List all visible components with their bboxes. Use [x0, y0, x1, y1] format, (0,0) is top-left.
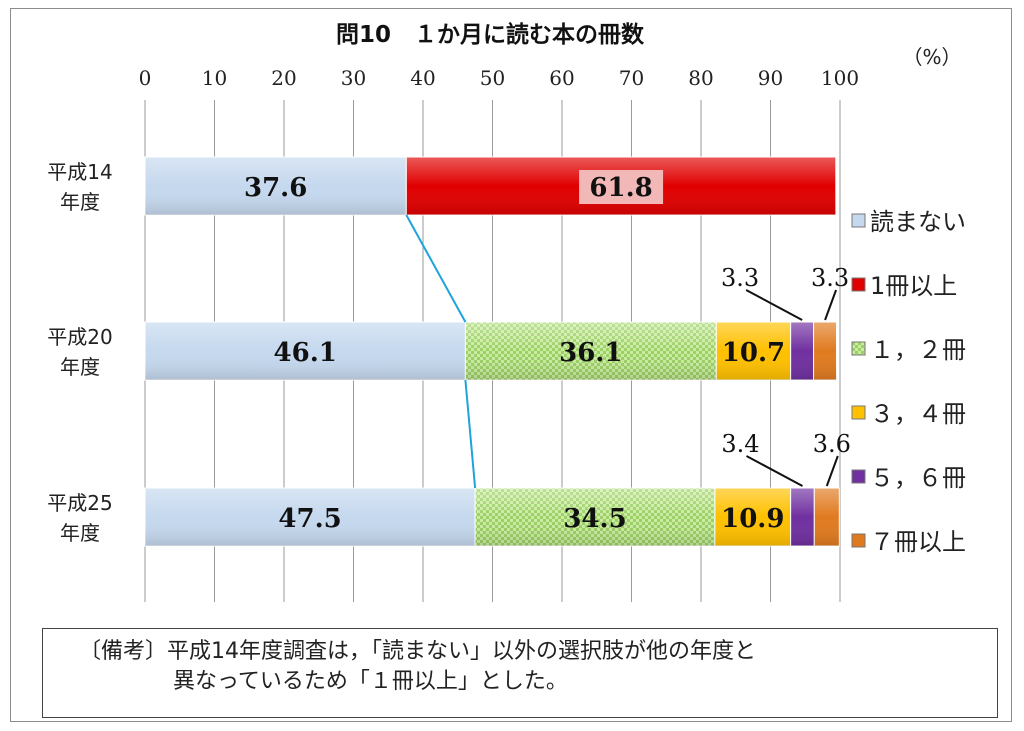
x-tick-label: 100 — [821, 66, 859, 90]
bar-segment-shade — [814, 488, 840, 546]
data-label: 46.1 — [274, 338, 337, 368]
data-label: 47.5 — [278, 504, 341, 534]
bar-segment-shade — [790, 488, 815, 546]
data-label: 3.6 — [813, 430, 851, 458]
bar-segment-shade — [475, 488, 715, 546]
legend-swatch — [851, 405, 866, 420]
data-label: 36.1 — [559, 338, 622, 368]
series-connector-line — [405, 214, 467, 323]
x-tick-label: 90 — [758, 66, 783, 90]
legend-swatch — [851, 533, 866, 548]
category-label: 年度 — [60, 190, 100, 214]
data-label: 10.9 — [721, 504, 784, 534]
x-tick-label: 20 — [271, 66, 296, 90]
data-label: 3.4 — [721, 430, 759, 458]
x-tick-label: 60 — [549, 66, 574, 90]
x-tick-label: 70 — [619, 66, 644, 90]
legend-swatch — [851, 213, 866, 228]
data-label: 61.8 — [589, 173, 652, 203]
chart-title: 問10 １か月に読む本の冊数 — [336, 21, 645, 48]
legend-label: ７冊以上 — [870, 528, 966, 556]
legend-label: １，２冊 — [870, 336, 966, 364]
data-label-box — [579, 170, 664, 204]
data-label: 37.6 — [244, 173, 307, 203]
bar-segment-shade — [714, 488, 791, 546]
callout-line — [825, 455, 839, 487]
data-label: 10.7 — [722, 338, 785, 368]
legend-swatch — [851, 277, 866, 292]
category-label: 年度 — [60, 355, 100, 379]
callout-line — [824, 289, 837, 321]
x-tick-label: 50 — [480, 66, 505, 90]
x-tick-label: 30 — [341, 66, 366, 90]
legend-swatch — [851, 469, 866, 484]
unit-label: （%） — [902, 45, 961, 69]
data-label: 3.3 — [811, 264, 849, 292]
legend-label: 1冊以上 — [870, 272, 957, 300]
x-tick-label: 80 — [688, 66, 713, 90]
category-label: 平成20 — [47, 325, 112, 349]
callout-line — [745, 455, 803, 487]
category-label: 年度 — [60, 521, 100, 545]
x-tick-label: 0 — [139, 66, 152, 90]
remarks-line-1: 〔備考〕平成14年度調査は，「読まない」以外の選択肢が他の年度と — [79, 639, 756, 664]
bar-segment-shade — [716, 322, 791, 380]
data-label: 34.5 — [563, 504, 626, 534]
bar-segment-shade — [145, 488, 476, 546]
callout-line — [745, 289, 803, 321]
bar-segment-shade — [145, 322, 466, 380]
series-connector-line — [464, 379, 477, 489]
x-tick-label: 10 — [202, 66, 227, 90]
bar-segment-shade — [813, 322, 837, 380]
bar-segment-shade — [465, 322, 717, 380]
legend-swatch — [851, 341, 866, 356]
bar-segment-shade — [145, 157, 407, 215]
legend-label: 読まない — [870, 208, 966, 236]
x-tick-label: 40 — [410, 66, 435, 90]
category-label: 平成14 — [47, 160, 112, 184]
remarks-note: 〔備考〕平成14年度調査は，「読まない」以外の選択肢が他の年度と 異なっているた… — [42, 628, 998, 718]
remarks-line-2: 異なっているため「１冊以上」とした。 — [173, 669, 568, 694]
legend-label: ３，４冊 — [870, 400, 966, 428]
category-label: 平成25 — [47, 491, 112, 515]
data-label: 3.3 — [721, 264, 759, 292]
bar-segment-shade — [790, 322, 814, 380]
legend-label: ５，６冊 — [870, 464, 966, 492]
